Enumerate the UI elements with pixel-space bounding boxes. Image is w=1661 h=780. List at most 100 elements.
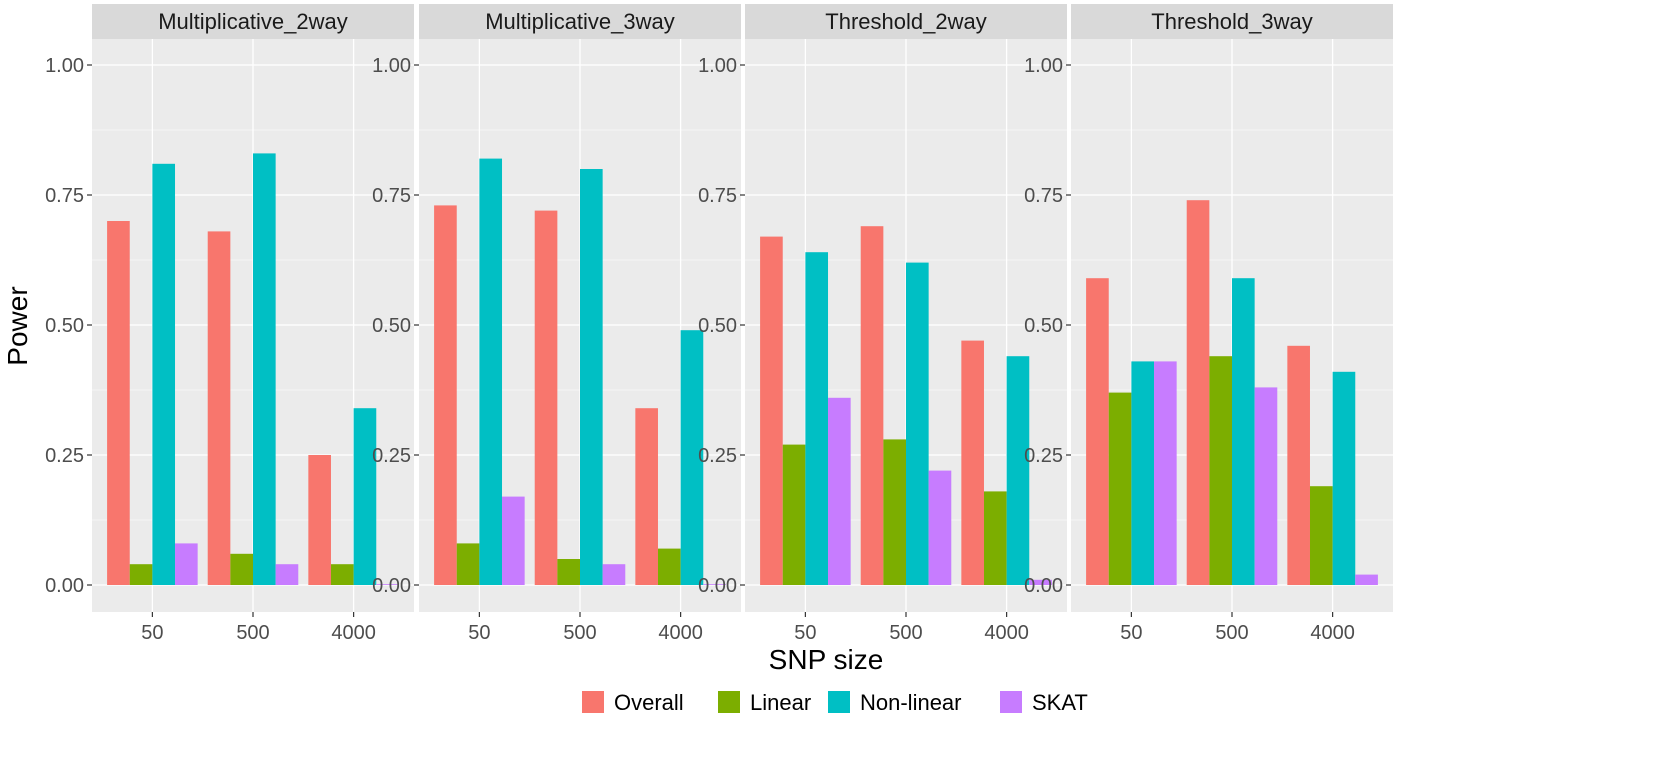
legend-skat-label: SKAT <box>1032 690 1088 715</box>
panel-3-bar-non-linear-4000 <box>1006 356 1030 585</box>
panel-3-bar-linear-500 <box>883 439 906 585</box>
panel-3-y-tick-label: 0.00 <box>698 575 737 597</box>
panel-3-x-tick-label: 500 <box>889 622 922 644</box>
panel-1-bar-skat-4000 <box>376 584 399 585</box>
panel-4-y-tick-label: 0.50 <box>1024 315 1063 337</box>
panel-4-x-tick-label: 4000 <box>1310 622 1355 644</box>
panel-2-bar-overall-50 <box>434 205 457 585</box>
panel-1-y-tick-label: 0.75 <box>45 185 84 207</box>
panel-1-bar-overall-500 <box>207 231 231 585</box>
panel-3-bar-linear-50 <box>782 444 806 585</box>
panel-4-y-tick-label: 1.00 <box>1024 55 1063 77</box>
panel-4-strip <box>1071 4 1393 39</box>
panel-1-bar-linear-4000 <box>330 564 354 585</box>
panel-1-bar-non-linear-50 <box>152 163 176 586</box>
panel-4-bar-overall-4000 <box>1287 345 1310 585</box>
panel-4-bar-overall-50 <box>1086 278 1109 585</box>
panel-2-y-tick-label: 1.00 <box>372 55 411 77</box>
panel-4-y-tick-label: 0.25 <box>1024 445 1063 467</box>
panel-2-x-tick-label: 500 <box>563 622 596 644</box>
panel-3-y-tick-label: 0.75 <box>698 185 737 207</box>
panel-2-bar-skat-50 <box>502 496 525 585</box>
panel-1-bar-non-linear-4000 <box>353 408 377 585</box>
panel-2-bar-overall-500 <box>534 210 558 585</box>
y-axis-title: Power <box>2 286 33 365</box>
panel-2-bar-skat-500 <box>602 564 626 585</box>
panel-1-bar-linear-500 <box>230 553 253 585</box>
panel-4-bar-linear-500 <box>1209 356 1232 585</box>
panel-1-y-tick-label: 0.25 <box>45 445 84 467</box>
panel-1-y-tick-label: 0.00 <box>45 575 84 597</box>
legend-overall-swatch <box>582 691 604 713</box>
panel-3-x-tick-label: 4000 <box>984 622 1029 644</box>
legend-linear-label: Linear <box>750 690 811 715</box>
panel-2-title: Multiplicative_3way <box>485 9 675 34</box>
panel-4-bar-non-linear-50 <box>1131 361 1155 585</box>
panel-2-bar-skat-4000 <box>703 584 726 585</box>
panel-2-y-tick-label: 0.75 <box>372 185 411 207</box>
panel-2-y-tick-label: 0.50 <box>372 315 411 337</box>
panel-3-bar-overall-50 <box>760 236 783 585</box>
panel-1-bar-overall-50 <box>107 221 130 585</box>
panel-2-bar-non-linear-50 <box>479 158 503 585</box>
panel-2-strip <box>419 4 741 39</box>
panel-1-title: Multiplicative_2way <box>158 9 348 34</box>
panel-1-x-tick-label: 4000 <box>331 622 376 644</box>
panel-2-x-tick-label: 50 <box>468 622 490 644</box>
panel-1-x-tick-label: 500 <box>236 622 269 644</box>
panel-2-bar-non-linear-4000 <box>680 330 704 585</box>
legend-overall-label: Overall <box>614 690 684 715</box>
panel-2-y-tick-label: 0.25 <box>372 445 411 467</box>
panel-4-bar-linear-4000 <box>1309 486 1333 585</box>
panel-1-bar-skat-50 <box>175 543 198 585</box>
x-axis-title: SNP size <box>769 644 884 675</box>
panel-1-bar-skat-500 <box>275 564 299 585</box>
panel-3-y-tick-label: 0.50 <box>698 315 737 337</box>
panel-1-bar-linear-50 <box>129 564 153 585</box>
panel-3-y-tick-label: 1.00 <box>698 55 737 77</box>
panel-1-y-tick-label: 1.00 <box>45 55 84 77</box>
panel-4-bar-linear-50 <box>1108 392 1132 585</box>
legend-linear-swatch <box>718 691 740 713</box>
panel-3-bar-non-linear-500 <box>906 262 929 585</box>
legend-non-linear-swatch <box>828 691 850 713</box>
panel-3-strip <box>745 4 1067 39</box>
panel-1-bar-non-linear-500 <box>253 153 276 585</box>
panel-4-bar-non-linear-4000 <box>1332 371 1356 585</box>
panel-3-bar-skat-500 <box>928 470 952 585</box>
panel-2-bar-linear-500 <box>557 559 580 585</box>
panel-3-bar-overall-4000 <box>961 340 984 585</box>
panel-2-bar-overall-4000 <box>635 408 658 585</box>
panel-2-bar-non-linear-500 <box>580 169 603 585</box>
panel-1-x-tick-label: 50 <box>141 622 163 644</box>
panel-2-bar-linear-4000 <box>657 548 681 585</box>
panel-3-bar-skat-50 <box>828 397 851 585</box>
panel-4-y-tick-label: 0.75 <box>1024 185 1063 207</box>
panel-1-strip <box>92 4 414 39</box>
panel-2-y-tick-label: 0.00 <box>372 575 411 597</box>
panel-1-bar-overall-4000 <box>308 455 331 585</box>
legend-non-linear-label: Non-linear <box>860 690 962 715</box>
panel-3-y-tick-label: 0.25 <box>698 445 737 467</box>
panel-4-bar-skat-500 <box>1254 387 1278 585</box>
legend-skat-swatch <box>1000 691 1022 713</box>
panel-4-x-tick-label: 50 <box>1120 622 1142 644</box>
panel-1-y-tick-label: 0.50 <box>45 315 84 337</box>
panel-4-bar-skat-4000 <box>1355 574 1378 585</box>
panel-4-y-tick-label: 0.00 <box>1024 575 1063 597</box>
panel-3-bar-linear-4000 <box>983 491 1007 585</box>
panel-4-bar-skat-50 <box>1154 361 1177 585</box>
panel-2-x-tick-label: 4000 <box>658 622 703 644</box>
panel-4-title: Threshold_3way <box>1151 9 1312 34</box>
panel-4-x-tick-label: 500 <box>1215 622 1248 644</box>
panel-2-bar-linear-50 <box>456 543 480 585</box>
panel-3-x-tick-label: 50 <box>794 622 816 644</box>
panel-3-bar-overall-500 <box>860 226 884 585</box>
panel-3-bar-skat-4000 <box>1029 579 1052 585</box>
panel-3-bar-non-linear-50 <box>805 252 829 585</box>
panel-4-bar-non-linear-500 <box>1232 278 1255 585</box>
panel-4-bar-overall-500 <box>1186 200 1210 585</box>
panel-3-title: Threshold_2way <box>825 9 986 34</box>
